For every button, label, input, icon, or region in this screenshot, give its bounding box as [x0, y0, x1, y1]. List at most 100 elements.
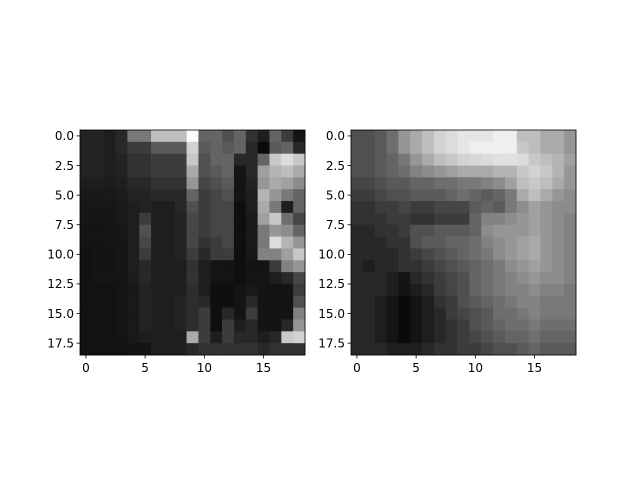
heatmap-cell — [410, 272, 423, 285]
heatmap-cell — [115, 319, 128, 332]
heatmap-cell — [481, 272, 494, 285]
heatmap-cell — [410, 130, 423, 143]
heatmap-cell — [103, 319, 116, 332]
heatmap-cell — [162, 212, 176, 226]
heatmap-cell — [257, 236, 270, 249]
heatmap-cell — [410, 224, 423, 237]
heatmap-cell — [127, 307, 140, 320]
heatmap-cell — [257, 212, 270, 226]
heatmap-cell — [564, 130, 577, 143]
heatmap-cell — [552, 212, 565, 226]
heatmap-cell — [281, 331, 294, 344]
heatmap-cell — [233, 343, 247, 356]
heatmap-cell — [528, 248, 541, 261]
heatmap-cell — [362, 177, 376, 190]
heatmap-cell — [139, 201, 152, 214]
heatmap-cell — [174, 141, 187, 155]
heatmap-cell — [552, 319, 565, 332]
heatmap-cell — [198, 165, 211, 178]
heatmap-cell — [445, 201, 458, 214]
heatmap-cell — [198, 141, 211, 155]
heatmap-cell — [528, 295, 541, 308]
heatmap-cell — [504, 177, 518, 190]
heatmap-cell — [222, 224, 235, 237]
heatmap-cell — [245, 331, 258, 344]
heatmap-cell — [293, 272, 306, 285]
heatmap-cell — [422, 177, 435, 190]
heatmap-cell — [233, 201, 247, 214]
heatmap-cell — [433, 260, 447, 273]
heatmap-cell — [198, 153, 211, 166]
heatmap-cell — [186, 236, 199, 249]
heatmap-cell — [351, 236, 364, 249]
heatmap-cell — [445, 248, 458, 261]
heatmap-cell — [198, 177, 211, 190]
heatmap-cell — [281, 189, 294, 202]
heatmap-cell — [398, 212, 411, 226]
heatmap-cell — [422, 153, 435, 166]
heatmap-cell — [481, 236, 494, 249]
heatmap-cell — [233, 177, 247, 190]
heatmap-cell — [257, 224, 270, 237]
heatmap-cell — [469, 319, 482, 332]
heatmap-cell — [564, 189, 577, 202]
heatmap-cell — [91, 236, 105, 249]
heatmap-cell — [552, 272, 565, 285]
heatmap-cell — [115, 272, 128, 285]
y-tick-label: 17.5 — [47, 336, 74, 350]
heatmap-cell — [457, 319, 470, 332]
heatmap-cell — [528, 236, 541, 249]
heatmap-cell — [457, 307, 470, 320]
heatmap-cell — [151, 189, 164, 202]
heatmap-cell — [386, 343, 399, 356]
heatmap-cell — [174, 295, 187, 308]
heatmap-cell — [174, 236, 187, 249]
heatmap-cell — [469, 224, 482, 237]
heatmap-cell — [80, 319, 93, 332]
heatmap-cell — [457, 165, 470, 178]
x-tick-label: 10 — [197, 361, 212, 375]
heatmap-cell — [210, 319, 223, 332]
heatmap-cell — [139, 212, 152, 226]
heatmap-cell — [186, 141, 199, 155]
heatmap-cell — [433, 331, 447, 344]
heatmap-cell — [139, 343, 152, 356]
heatmap-cell — [422, 212, 435, 226]
heatmap-cell — [91, 212, 105, 226]
heatmap-cell — [293, 260, 306, 273]
heatmap-cell — [540, 177, 553, 190]
heatmap-cell — [528, 283, 541, 297]
heatmap-cell — [151, 295, 164, 308]
heatmap-cell — [80, 165, 93, 178]
heatmap-cell — [103, 141, 116, 155]
heatmap-cell — [127, 272, 140, 285]
heatmap-cell — [257, 130, 270, 143]
heatmap-cell — [210, 212, 223, 226]
heatmap-cell — [386, 130, 399, 143]
y-tick-label: 15.0 — [318, 307, 345, 321]
heatmap-cell — [151, 153, 164, 166]
heatmap-cell — [493, 343, 506, 356]
heatmap-cell — [445, 272, 458, 285]
heatmap-cell — [481, 343, 494, 356]
heatmap-cell — [504, 189, 518, 202]
heatmap-cell — [540, 283, 553, 297]
heatmap-cell — [504, 260, 518, 273]
heatmap-cell — [269, 165, 282, 178]
heatmap-cell — [493, 130, 506, 143]
heatmap-cell — [504, 343, 518, 356]
heatmap-cell — [91, 260, 105, 273]
heatmap-cell — [151, 319, 164, 332]
heatmap-cell — [91, 283, 105, 297]
heatmap-cell — [374, 153, 387, 166]
y-tick-label: 5.0 — [326, 188, 345, 202]
heatmap-cell — [91, 201, 105, 214]
heatmap-cell — [91, 343, 105, 356]
heatmap-cell — [151, 236, 164, 249]
heatmap-cell — [257, 307, 270, 320]
heatmap-cell — [351, 153, 364, 166]
heatmap-cell — [457, 153, 470, 166]
heatmap-cell — [504, 295, 518, 308]
heatmap-cell — [198, 319, 211, 332]
